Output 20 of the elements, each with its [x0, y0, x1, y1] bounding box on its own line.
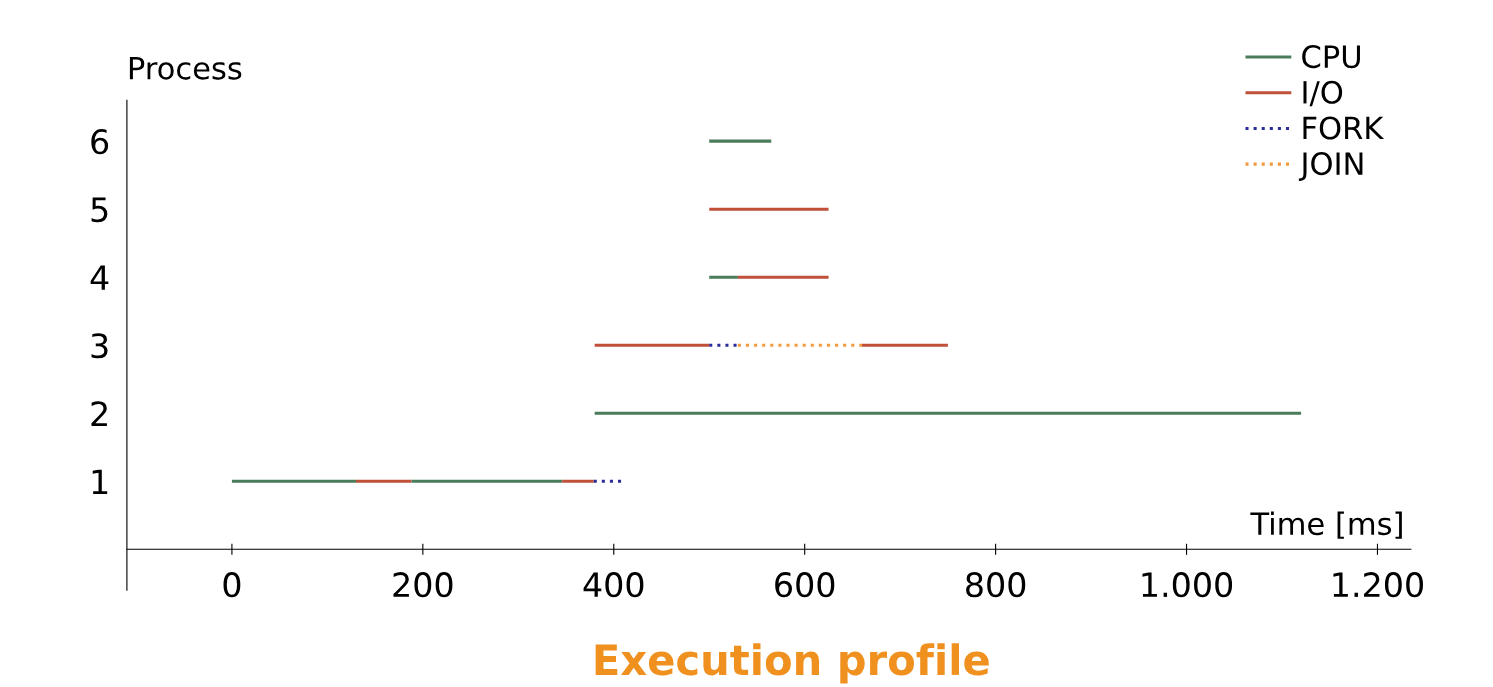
x-tick-label: 0	[223, 572, 241, 598]
legend-label: FORK	[1303, 116, 1385, 140]
legend-label: CPU	[1302, 45, 1360, 69]
y-tick-label: 3	[91, 333, 108, 359]
x-tick-label: 1.200	[1333, 572, 1423, 598]
x-tick-label: 600	[775, 572, 835, 598]
y-tick-label: 5	[91, 197, 108, 223]
x-tick-label: 1.000	[1142, 572, 1233, 598]
y-tick-label: 6	[91, 129, 109, 155]
y-tick-label: 2	[91, 401, 107, 426]
legend-label: JOIN	[1298, 152, 1363, 181]
x-tick-label: 800	[966, 572, 1026, 598]
text: Execution profile	[595, 643, 989, 684]
x-axis-title: Time [ms]	[1250, 511, 1402, 539]
legend-label: I/O	[1303, 80, 1343, 107]
y-tick-label: 4	[90, 265, 109, 290]
x-tick-label: 200	[393, 572, 453, 598]
y-axis-title: Process	[129, 56, 242, 80]
y-tick-label: 1	[92, 469, 108, 494]
x-tick-label: 400	[583, 572, 644, 598]
